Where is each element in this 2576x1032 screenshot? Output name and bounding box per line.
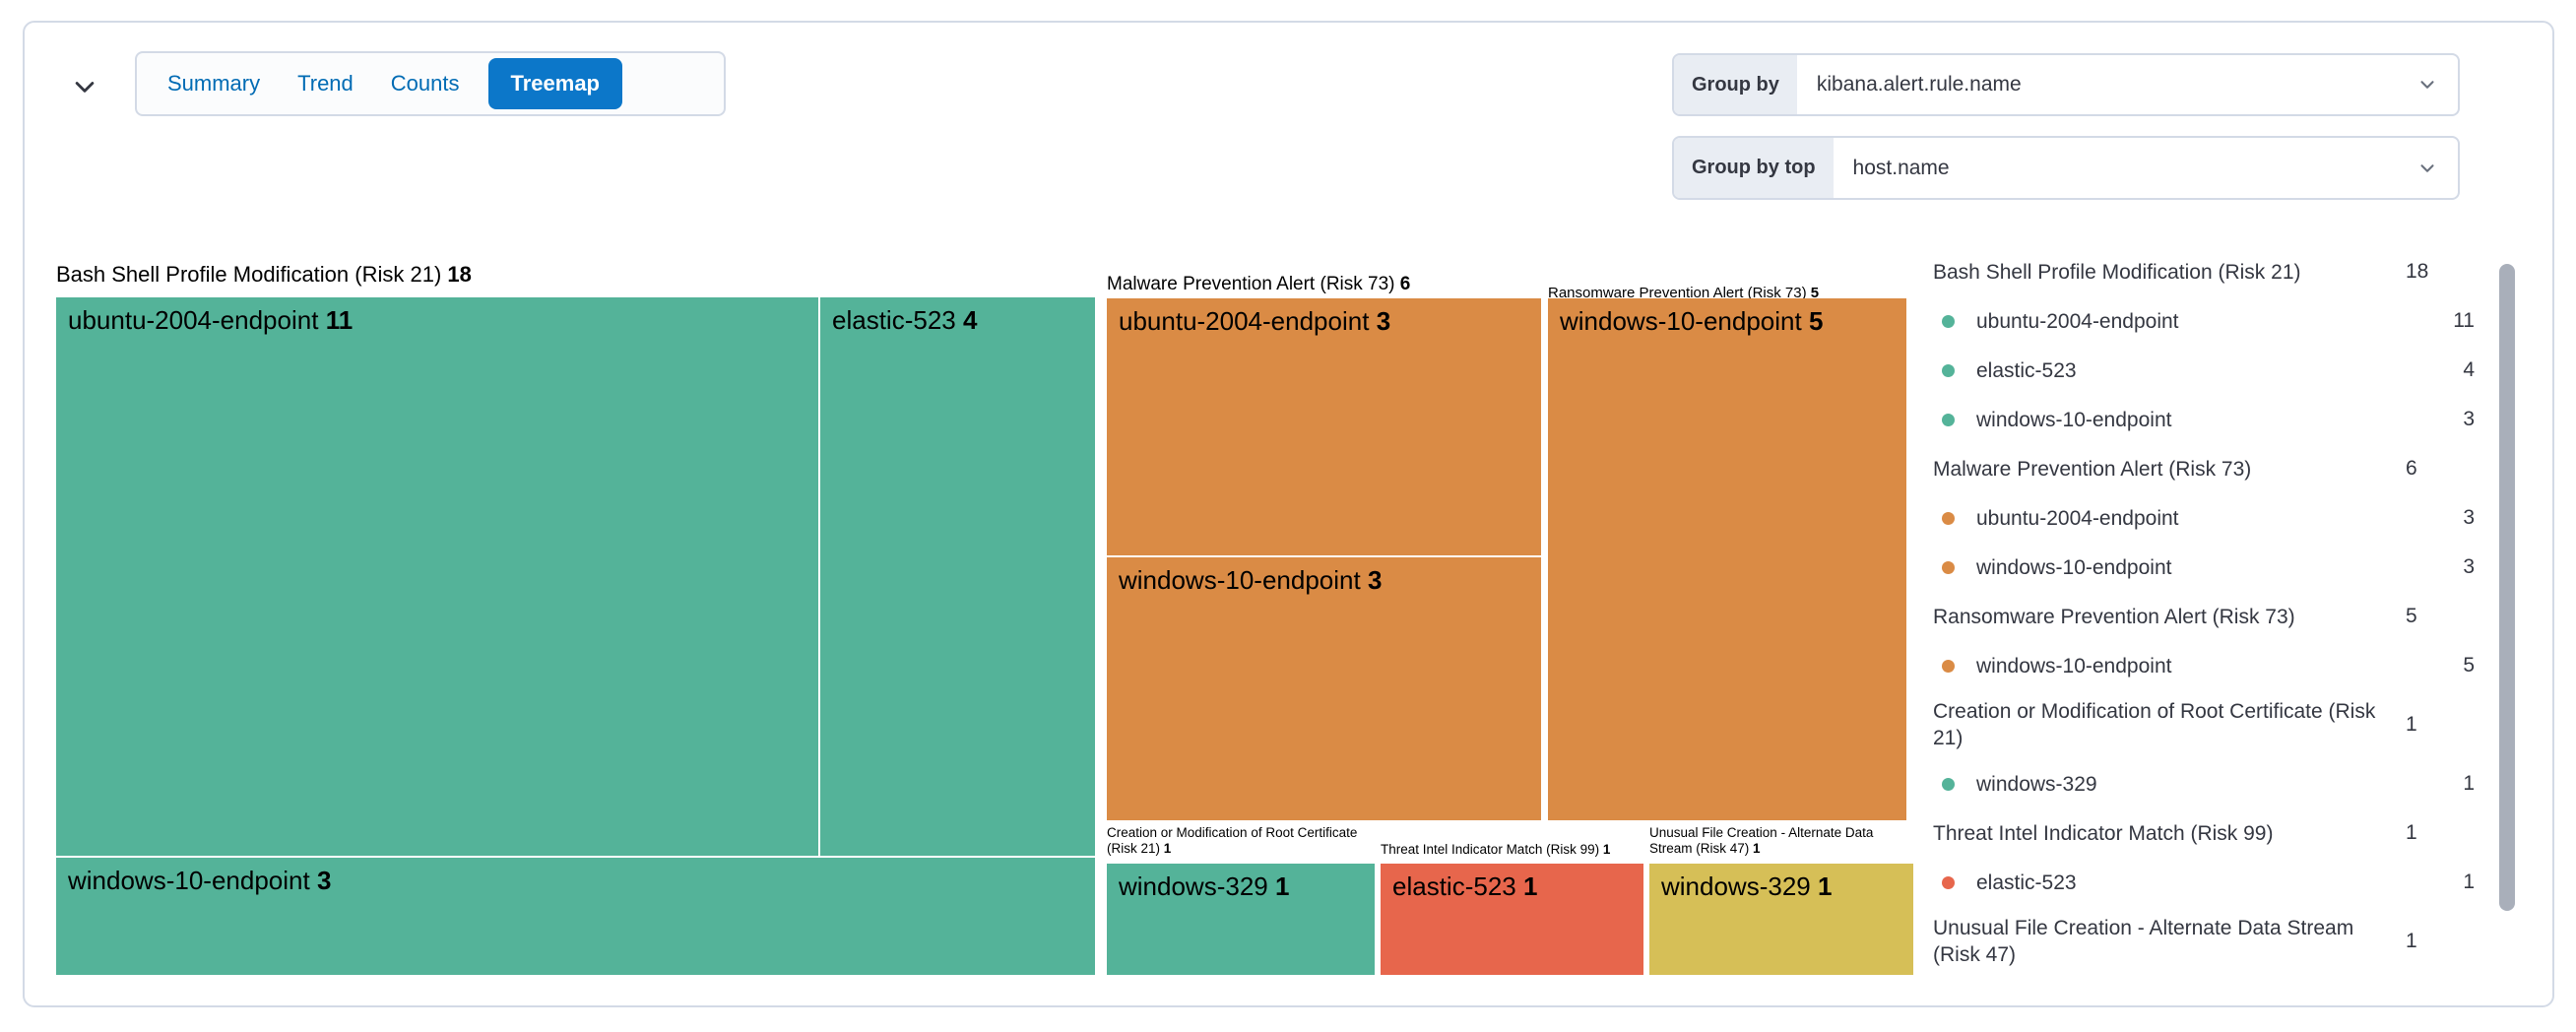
legend-dot-icon	[1942, 659, 1955, 673]
legend-dot-icon	[1942, 314, 1955, 328]
legend-item[interactable]: Threat Intel Indicator Match (Risk 99) 1	[1933, 821, 2417, 845]
group-by-top-label: Group by top	[1674, 138, 1834, 198]
chevron-down-icon	[2416, 55, 2458, 114]
legend-item[interactable]: windows-10-endpoint 5	[1933, 641, 2481, 690]
treemap-legend: Bash Shell Profile Modification (Risk 21…	[1933, 247, 2481, 976]
tab-trend[interactable]: Trend	[281, 54, 370, 113]
treemap-group-label-ransomware: Ransomware Prevention Alert (Risk 73) 5	[1548, 285, 1820, 301]
tab-counts[interactable]: Counts	[374, 54, 477, 113]
treemap-tile-bash-windows10[interactable]: windows-10-endpoint 3	[56, 858, 1095, 975]
treemap-group-label-bash: Bash Shell Profile Modification (Risk 21…	[56, 262, 472, 287]
treemap-group-label-unusual-file: Unusual File Creation - Alternate Data S…	[1649, 825, 1874, 857]
legend-item[interactable]: Ransomware Prevention Alert (Risk 73) 5	[1933, 605, 2417, 628]
legend-dot-icon	[1942, 363, 1955, 377]
treemap-tile-bash-elastic[interactable]: elastic-523 4	[820, 297, 1095, 856]
legend-item[interactable]: Bash Shell Profile Modification (Risk 21…	[1933, 260, 2429, 284]
treemap-group-label-threat-intel: Threat Intel Indicator Match (Risk 99) 1	[1381, 842, 1611, 857]
treemap-group-label-malware: Malware Prevention Alert (Risk 73) 6	[1107, 274, 1411, 294]
treemap-tile-malware-windows10[interactable]: windows-10-endpoint 3	[1107, 557, 1541, 820]
treemap-tile-ransomware-windows10[interactable]: windows-10-endpoint 5	[1548, 298, 1906, 820]
legend-item[interactable]: elastic-523 1	[1933, 858, 2481, 907]
legend-item[interactable]: Unusual File Creation - Alternate Data S…	[1933, 917, 2417, 966]
treemap-tile-bash-ubuntu[interactable]: ubuntu-2004-endpoint 11	[56, 297, 818, 856]
legend-item[interactable]: ubuntu-2004-endpoint 3	[1933, 493, 2481, 543]
collapse-section-button[interactable]	[65, 69, 104, 104]
treemap-tile-root-certificate-windows329[interactable]: windows-329 1	[1107, 864, 1375, 975]
legend-item[interactable]: elastic-523 4	[1933, 346, 2481, 395]
legend-dot-icon	[1942, 875, 1955, 889]
legend-item[interactable]: windows-329 1	[1933, 759, 2481, 808]
chevron-down-icon	[2416, 138, 2458, 198]
legend-dot-icon	[1942, 777, 1955, 791]
group-by-top-value: host.name	[1852, 156, 1950, 179]
group-by-select[interactable]: Group by kibana.alert.rule.name	[1672, 53, 2460, 116]
group-by-label: Group by	[1674, 55, 1797, 114]
legend-item[interactable]: windows-10-endpoint 3	[1933, 543, 2481, 592]
treemap-tile-malware-ubuntu[interactable]: ubuntu-2004-endpoint 3	[1107, 298, 1541, 555]
group-by-top-select[interactable]: Group by top host.name	[1672, 136, 2460, 200]
group-by-value: kibana.alert.rule.name	[1816, 73, 2022, 96]
legend-item[interactable]: windows-10-endpoint 3	[1933, 395, 2481, 444]
legend-item[interactable]: ubuntu-2004-endpoint 11	[1933, 296, 2481, 346]
legend-item[interactable]: Creation or Modification of Root Certifi…	[1933, 700, 2417, 749]
tab-treemap[interactable]: Treemap	[487, 58, 622, 109]
legend-dot-icon	[1942, 560, 1955, 574]
treemap-tile-unusual-file-windows329[interactable]: windows-329 1	[1649, 864, 1913, 975]
legend-dot-icon	[1942, 413, 1955, 426]
treemap-tile-threat-intel-elastic523[interactable]: elastic-523 1	[1381, 864, 1643, 975]
chevron-down-icon	[71, 73, 98, 100]
tab-summary[interactable]: Summary	[151, 54, 277, 113]
view-mode-tabs: Summary Trend Counts Treemap	[135, 51, 726, 116]
treemap-group-label-root-certificate: Creation or Modification of Root Certifi…	[1107, 825, 1358, 857]
legend-scrollbar-thumb[interactable]	[2499, 264, 2515, 911]
legend-dot-icon	[1942, 511, 1955, 525]
legend-item[interactable]: Malware Prevention Alert (Risk 73) 6	[1933, 457, 2417, 481]
